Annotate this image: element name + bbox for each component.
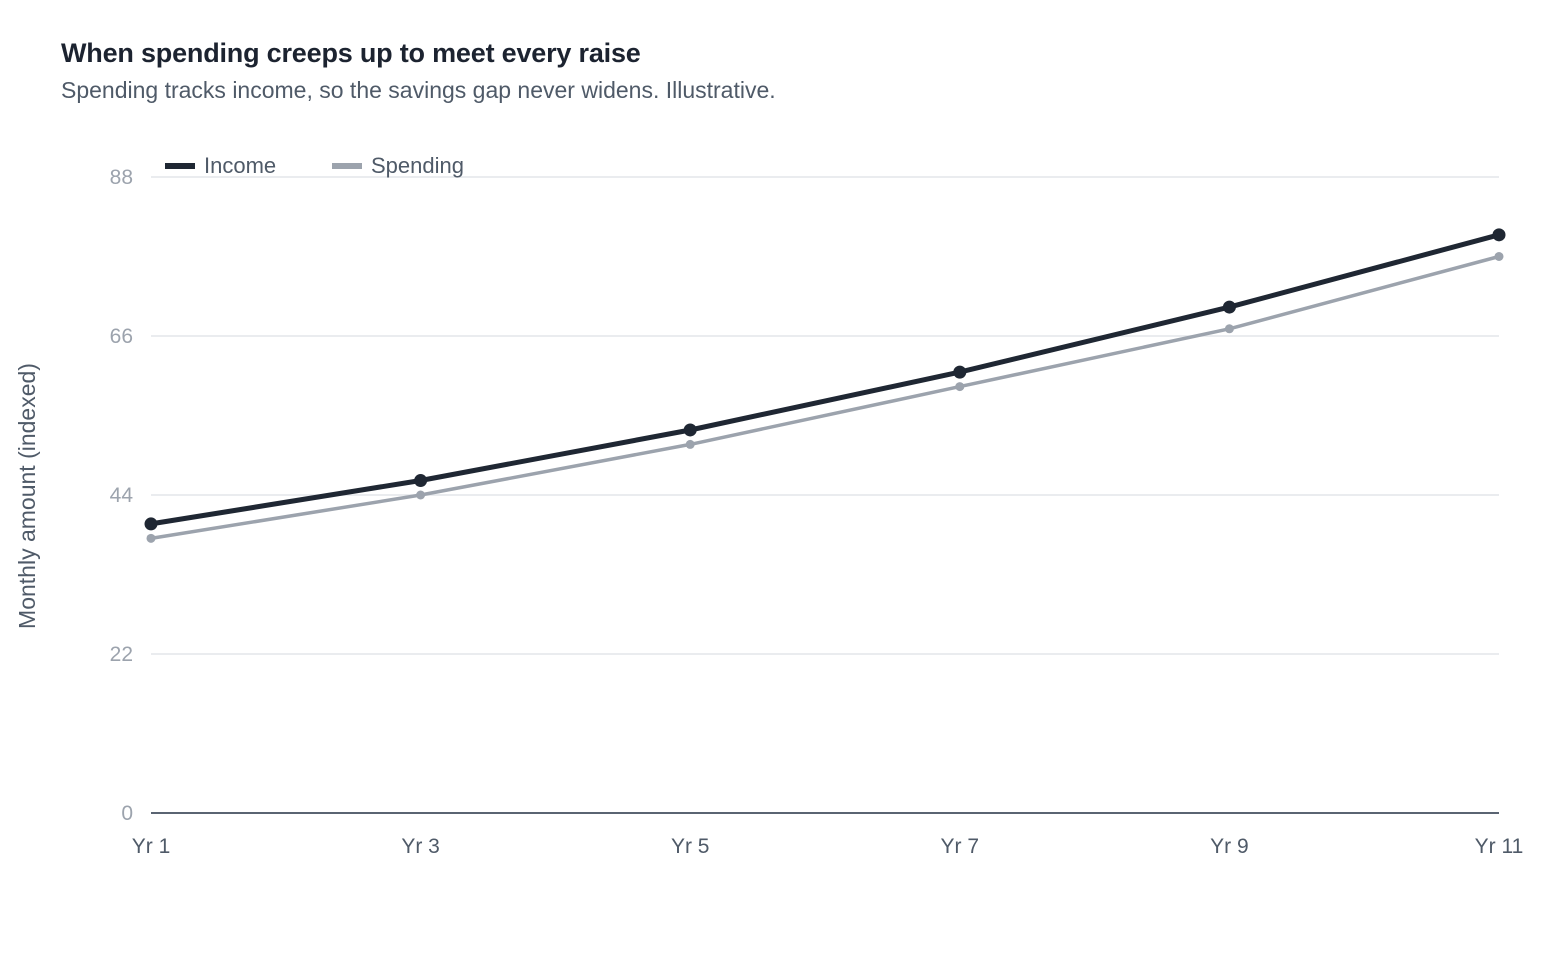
x-tick-label: Yr 3 bbox=[401, 835, 440, 858]
income-point bbox=[953, 365, 967, 379]
spending-point bbox=[1224, 324, 1234, 334]
legend-label-income: Income bbox=[204, 153, 276, 178]
income-point bbox=[1492, 228, 1506, 242]
chart-subtitle: Spending tracks income, so the savings g… bbox=[61, 77, 776, 103]
income-point bbox=[683, 423, 697, 437]
axes: 0 22 44 66 88 Yr 1 Yr 3 Yr 5 Yr 7 Yr 9 Yr 11 bbox=[110, 166, 1524, 858]
chart-title: When spending creeps up to meet every ra… bbox=[61, 38, 641, 68]
legend: Income Spending bbox=[165, 153, 464, 178]
income-line bbox=[148, 232, 1502, 527]
spending-point bbox=[1494, 252, 1504, 261]
spending-point bbox=[146, 533, 156, 543]
y-axis-title: Monthly amount (indexed) bbox=[14, 363, 40, 629]
y-tick-label: 22 bbox=[110, 643, 133, 666]
income-point bbox=[144, 517, 158, 531]
x-tick-label: Yr 5 bbox=[671, 835, 710, 858]
y-tick-label: 88 bbox=[110, 166, 133, 189]
x-tick-label: Yr 7 bbox=[941, 835, 980, 858]
spending-point bbox=[416, 490, 426, 500]
income-point bbox=[414, 474, 428, 488]
series-lines bbox=[144, 228, 1506, 543]
gridlines bbox=[151, 176, 1499, 655]
spending-point bbox=[685, 439, 695, 449]
y-tick-label: 0 bbox=[121, 802, 133, 825]
income-point bbox=[1222, 300, 1236, 314]
spending-point bbox=[955, 382, 965, 392]
spending-line bbox=[149, 254, 1501, 541]
y-tick-label: 44 bbox=[110, 484, 134, 507]
x-tick-label: Yr 11 bbox=[1475, 835, 1524, 858]
x-tick-label: Yr 9 bbox=[1210, 835, 1249, 858]
legend-label-spending: Spending bbox=[371, 153, 464, 178]
x-tick-label: Yr 1 bbox=[132, 835, 171, 858]
y-tick-label: 66 bbox=[110, 325, 133, 348]
